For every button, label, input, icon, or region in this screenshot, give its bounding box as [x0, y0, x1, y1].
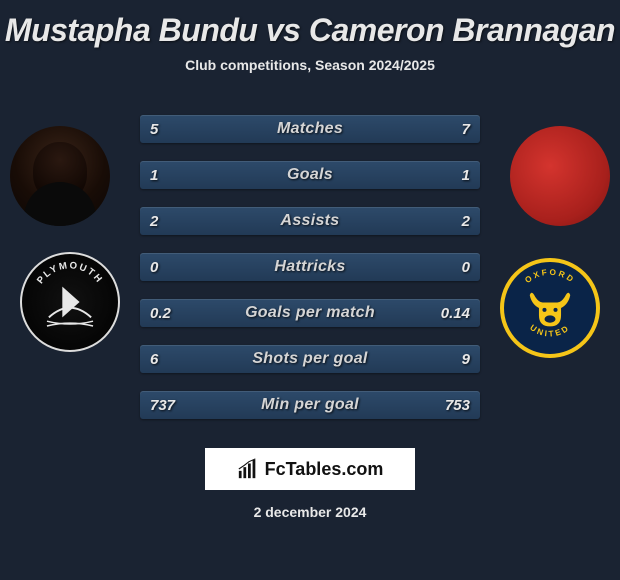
- stat-left-value: 6: [150, 345, 158, 373]
- stat-right-value: 1: [462, 161, 470, 189]
- stat-label: Goals per match: [245, 304, 375, 322]
- stat-label: Assists: [280, 212, 339, 230]
- stat-row: 6 Shots per goal 9: [140, 345, 480, 373]
- stat-label: Min per goal: [261, 396, 359, 414]
- branding-badge: FcTables.com: [205, 448, 415, 490]
- stat-row: 737 Min per goal 753: [140, 391, 480, 419]
- stat-left-value: 2: [150, 207, 158, 235]
- stat-label: Shots per goal: [252, 350, 367, 368]
- stat-left-value: 5: [150, 115, 158, 143]
- subtitle: Club competitions, Season 2024/2025: [0, 57, 620, 73]
- stat-right-value: 9: [462, 345, 470, 373]
- stat-left-value: 1: [150, 161, 158, 189]
- stat-label: Matches: [277, 120, 343, 138]
- stats-table: 5 Matches 7 1 Goals 1 2 Assists 2 0 Hatt…: [140, 115, 480, 437]
- vs-text: vs: [266, 12, 301, 48]
- comparison-title: Mustapha Bundu vs Cameron Brannagan: [0, 0, 620, 49]
- stat-row: 5 Matches 7: [140, 115, 480, 143]
- stat-row: 0 Hattricks 0: [140, 253, 480, 281]
- stat-left-value: 0.2: [150, 299, 171, 327]
- stat-label: Goals: [287, 166, 333, 184]
- branding-label: FcTables.com: [265, 459, 384, 480]
- stat-row: 2 Assists 2: [140, 207, 480, 235]
- stat-left-value: 0: [150, 253, 158, 281]
- fctables-logo-icon: [237, 458, 259, 480]
- stat-right-value: 2: [462, 207, 470, 235]
- stat-row: 1 Goals 1: [140, 161, 480, 189]
- date-label: 2 december 2024: [0, 504, 620, 520]
- player1-name: Mustapha Bundu: [5, 12, 258, 48]
- stat-left-value: 737: [150, 391, 175, 419]
- stat-row: 0.2 Goals per match 0.14: [140, 299, 480, 327]
- stat-right-value: 0: [462, 253, 470, 281]
- stat-label: Hattricks: [274, 258, 345, 276]
- stat-right-value: 753: [445, 391, 470, 419]
- player2-name: Cameron Brannagan: [309, 12, 615, 48]
- stat-right-value: 0.14: [441, 299, 470, 327]
- stat-right-value: 7: [462, 115, 470, 143]
